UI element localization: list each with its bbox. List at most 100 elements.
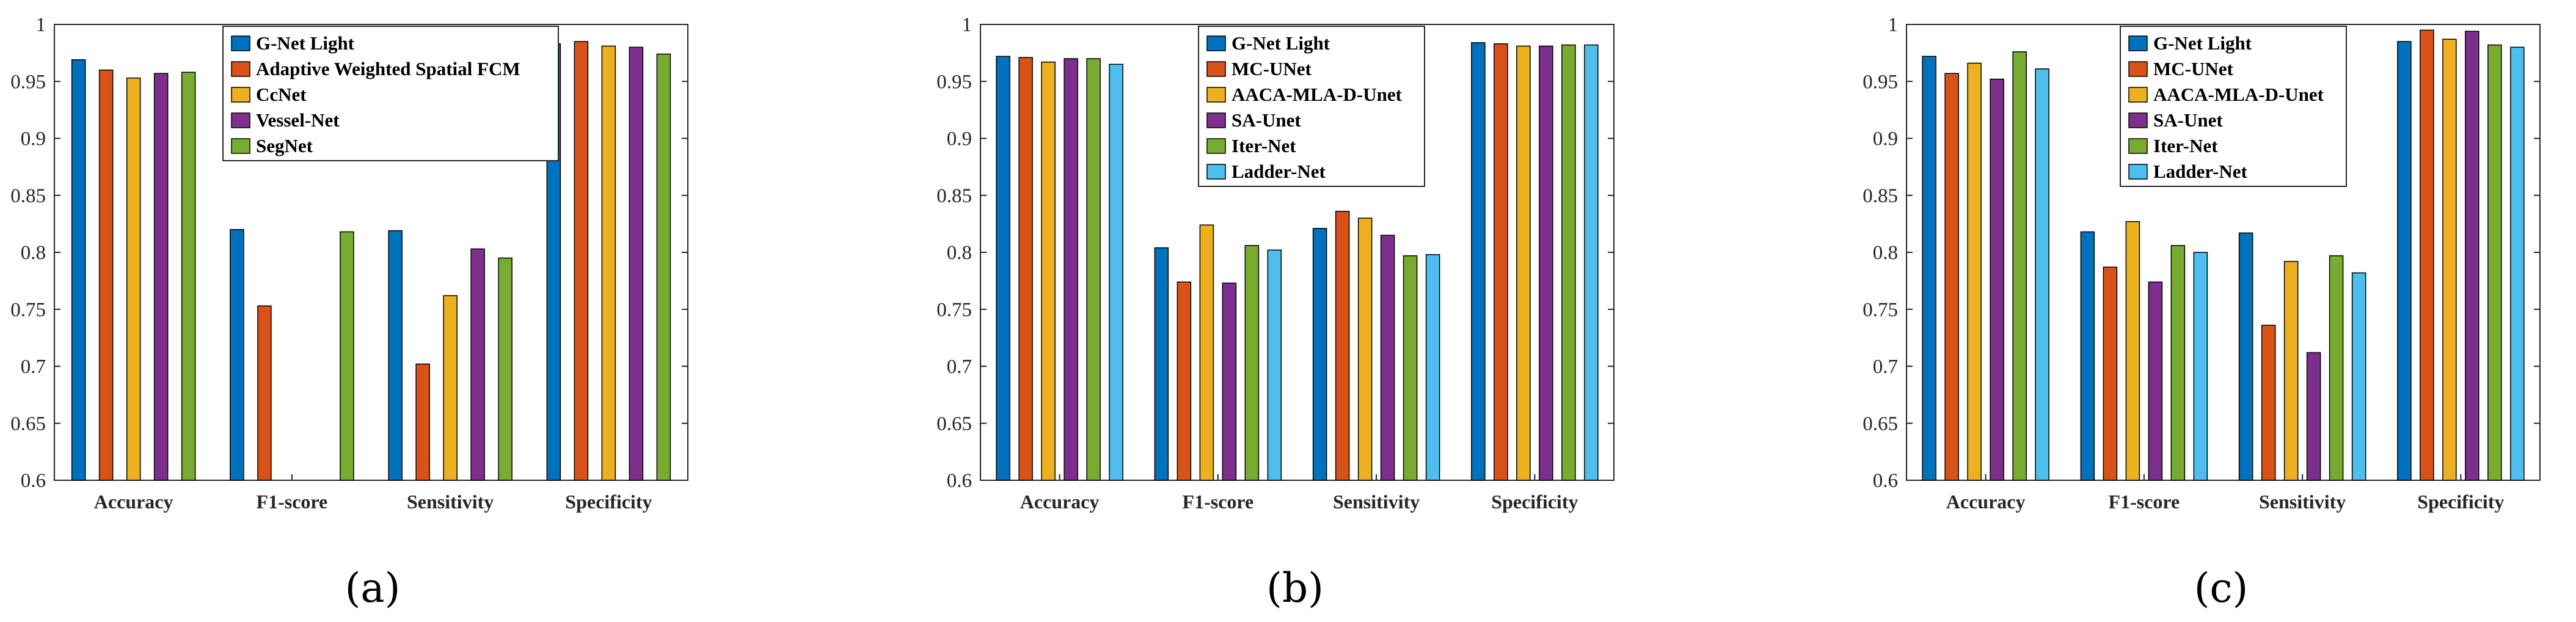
y-tick-label: 0.65 xyxy=(1863,413,1898,435)
bar-ladder-net-specificity xyxy=(2510,46,2525,481)
bar-sa-unet-sensitivity xyxy=(2306,352,2321,481)
legend-swatch xyxy=(231,35,250,51)
y-tick-label: 0.75 xyxy=(936,299,972,321)
bar-g-net-light-accuracy xyxy=(71,59,86,481)
bar-g-net-light-f1-score xyxy=(1154,247,1169,481)
legend-entry-label: SA-Unet xyxy=(1231,109,1301,131)
bar-aaca-mla-d-unet-accuracy xyxy=(1041,61,1056,481)
legend-entry-label: AACA-MLA-D-Unet xyxy=(1231,84,1403,105)
panel-label: (a) xyxy=(345,565,401,612)
bar-aaca-mla-d-unet-sensitivity xyxy=(1357,218,1373,481)
y-tick-label: 0.8 xyxy=(947,242,972,264)
legend-swatch xyxy=(2128,112,2148,128)
bar-sa-unet-f1-score xyxy=(1222,282,1237,481)
legend-entry-label: MC-UNet xyxy=(1231,58,1312,79)
legend-entry-label: Iter-Net xyxy=(2153,135,2218,156)
bar-g-net-light-specificity xyxy=(1471,42,1486,481)
y-tick-label: 1 xyxy=(1888,14,1899,36)
legend-swatch xyxy=(1206,164,1226,180)
x-category-label: Sensitivity xyxy=(407,491,494,513)
panel-label: (b) xyxy=(1266,565,1324,612)
bar-segnet-accuracy xyxy=(181,71,196,481)
legend-swatch xyxy=(231,138,250,154)
y-tick-label: 0.6 xyxy=(21,470,46,492)
legend-box xyxy=(2120,26,2347,187)
legend-swatch xyxy=(2128,87,2148,103)
bar-aaca-mla-d-unet-f1-score xyxy=(1199,224,1214,481)
y-tick-label: 0.75 xyxy=(10,299,46,321)
x-category-label: Accuracy xyxy=(94,491,173,513)
legend-entry-label: CcNet xyxy=(256,84,307,105)
bar-adaptive-weighted-spatial-fcm-specificity xyxy=(574,41,589,481)
bar-g-net-light-f1-score xyxy=(230,229,244,481)
y-tick-label: 0.8 xyxy=(1873,242,1898,264)
legend-box xyxy=(222,26,559,161)
legend-swatch xyxy=(231,87,250,103)
y-tick-label: 0.85 xyxy=(10,185,46,207)
bar-ladder-net-f1-score xyxy=(1267,249,1282,481)
bar-sa-unet-accuracy xyxy=(1990,78,2004,481)
bar-iter-net-accuracy xyxy=(2012,51,2027,481)
bar-aaca-mla-d-unet-sensitivity xyxy=(2283,261,2299,481)
legend-entry-label: Iter-Net xyxy=(1231,135,1296,156)
bar-iter-net-accuracy xyxy=(1086,58,1101,481)
legend-entry-label: AACA-MLA-D-Unet xyxy=(2153,84,2324,105)
x-category-label: Specificity xyxy=(565,491,652,513)
bar-sa-unet-specificity xyxy=(2465,31,2479,481)
bar-aaca-mla-d-unet-f1-score xyxy=(2125,221,2140,481)
y-tick-label: 0.9 xyxy=(21,128,46,150)
y-tick-label: 0.7 xyxy=(947,356,972,378)
bar-ladder-net-accuracy xyxy=(1109,64,1123,481)
legend-entry-label: Vessel-Net xyxy=(256,109,340,131)
y-tick-label: 0.65 xyxy=(936,413,972,435)
bar-adaptive-weighted-spatial-fcm-sensitivity xyxy=(415,364,430,481)
bar-g-net-light-sensitivity xyxy=(2238,232,2253,481)
legend-entry-label: SA-Unet xyxy=(2153,109,2223,131)
y-tick-label: 1 xyxy=(36,14,46,36)
y-tick-label: 0.6 xyxy=(1873,470,1898,492)
legend-swatch xyxy=(1206,61,1226,77)
legend-entry-label: Ladder-Net xyxy=(1231,161,1326,182)
y-tick-label: 0.7 xyxy=(1873,356,1898,378)
panel-label: (c) xyxy=(2194,565,2248,612)
legend-swatch xyxy=(1206,87,1226,103)
bar-g-net-light-sensitivity xyxy=(388,230,403,481)
bar-ladder-net-sensitivity xyxy=(2351,272,2366,481)
x-category-label: F1-score xyxy=(1183,491,1254,513)
bar-g-net-light-accuracy xyxy=(1922,56,1936,481)
bar-mc-unet-accuracy xyxy=(1018,57,1033,481)
bar-mc-unet-specificity xyxy=(1494,43,1508,481)
bar-mc-unet-f1-score xyxy=(2103,266,2118,481)
legend-entry-label: G-Net Light xyxy=(1231,32,1330,54)
y-tick-label: 0.7 xyxy=(21,356,46,378)
x-category-label: Specificity xyxy=(2417,491,2504,513)
y-tick-label: 0.95 xyxy=(936,71,972,93)
y-tick-label: 0.85 xyxy=(1863,185,1898,207)
bar-ladder-net-accuracy xyxy=(2035,68,2049,481)
y-tick-label: 0.9 xyxy=(1873,128,1898,150)
legend-swatch xyxy=(2128,35,2148,51)
chart-panel-1: 0.6 0.65 0.7 0.75 0.8 0.85 0.9 0.95 1 Accuracy F1-… xyxy=(936,14,1615,612)
x-category-label: Sensitivity xyxy=(1333,491,1420,513)
bar-segnet-specificity xyxy=(656,53,671,481)
bar-mc-unet-specificity xyxy=(2420,29,2434,481)
x-category-label: Accuracy xyxy=(1946,491,2026,513)
y-tick-label: 0.85 xyxy=(936,185,972,207)
x-category-label: F1-score xyxy=(257,491,328,513)
legend-entry-label: G-Net Light xyxy=(256,32,355,54)
bar-ccnet-accuracy xyxy=(126,77,141,481)
bar-ccnet-specificity xyxy=(601,45,616,481)
y-tick-label: 0.75 xyxy=(1863,299,1898,321)
bar-mc-unet-f1-score xyxy=(1177,281,1192,481)
legend-entry-label: Ladder-Net xyxy=(2153,161,2247,182)
y-tick-label: 0.65 xyxy=(10,413,46,435)
bar-iter-net-sensitivity xyxy=(1403,255,1418,481)
y-tick-label: 0.9 xyxy=(947,128,972,150)
bar-segnet-sensitivity xyxy=(498,257,513,481)
bar-g-net-light-specificity xyxy=(2397,41,2412,481)
legend: G-Net Light Adaptive Weighted Spatial FCM… xyxy=(222,26,559,161)
bar-vessel-net-sensitivity xyxy=(470,248,485,481)
legend-swatch xyxy=(231,112,250,128)
x-category-label: Specificity xyxy=(1491,491,1578,513)
y-tick-label: 0.6 xyxy=(947,470,972,492)
